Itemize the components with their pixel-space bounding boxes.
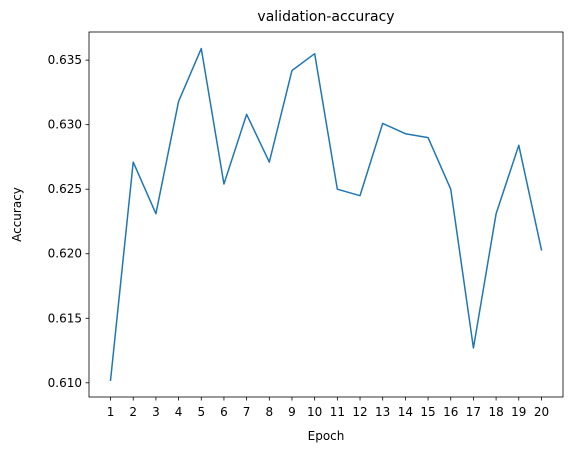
x-tick-label: 2 bbox=[129, 405, 137, 419]
x-tick-label: 16 bbox=[443, 405, 458, 419]
x-tick-label: 4 bbox=[175, 405, 183, 419]
x-tick-label: 5 bbox=[197, 405, 205, 419]
y-tick-label: 0.635 bbox=[48, 53, 82, 67]
y-axis-label: Accuracy bbox=[10, 187, 24, 242]
data-point bbox=[517, 144, 520, 147]
plot-frame bbox=[88, 31, 564, 398]
data-point bbox=[540, 248, 543, 251]
y-tick-label: 0.610 bbox=[48, 376, 82, 390]
x-tick-label: 6 bbox=[220, 405, 228, 419]
data-point bbox=[200, 47, 203, 50]
data-point bbox=[222, 183, 225, 186]
data-points bbox=[109, 47, 543, 382]
x-tick-label: 19 bbox=[511, 405, 526, 419]
y-tick-label: 0.625 bbox=[48, 182, 82, 196]
data-point bbox=[404, 132, 407, 135]
x-tick-label: 13 bbox=[375, 405, 390, 419]
x-tick-label: 12 bbox=[352, 405, 367, 419]
data-point bbox=[449, 188, 452, 191]
data-point bbox=[290, 69, 293, 72]
x-tick-label: 3 bbox=[152, 405, 160, 419]
data-point bbox=[132, 161, 135, 164]
data-point bbox=[336, 188, 339, 191]
data-point bbox=[313, 52, 316, 55]
data-point bbox=[427, 136, 430, 139]
data-point bbox=[154, 212, 157, 215]
x-tick-label: 9 bbox=[288, 405, 296, 419]
series-line bbox=[109, 47, 543, 382]
y-tick-label: 0.620 bbox=[48, 247, 82, 261]
data-point bbox=[381, 122, 384, 125]
x-tick-label: 15 bbox=[420, 405, 435, 419]
data-point bbox=[245, 113, 248, 116]
x-tick-label: 17 bbox=[466, 405, 481, 419]
data-point bbox=[359, 194, 362, 197]
chart-title: validation-accuracy bbox=[257, 9, 394, 25]
x-axis-label: Epoch bbox=[308, 429, 345, 443]
data-point bbox=[495, 212, 498, 215]
data-point bbox=[472, 346, 475, 349]
x-tick-label: 8 bbox=[265, 405, 273, 419]
x-tick-label: 1 bbox=[107, 405, 115, 419]
x-tick-label: 11 bbox=[330, 405, 345, 419]
data-point bbox=[109, 379, 112, 382]
x-tick-label: 14 bbox=[398, 405, 413, 419]
data-point bbox=[268, 161, 271, 164]
x-tick-label: 7 bbox=[243, 405, 251, 419]
x-axis-ticks: 1 2 3 4 5 6 7 8 9 10 11 12 13 14 15 16 17 18 19 20 bbox=[107, 397, 549, 419]
y-tick-label: 0.615 bbox=[48, 311, 82, 325]
y-tick-label: 0.630 bbox=[48, 118, 82, 132]
x-tick-label: 20 bbox=[534, 405, 549, 419]
x-tick-label: 18 bbox=[488, 405, 503, 419]
x-tick-label: 10 bbox=[307, 405, 322, 419]
data-point bbox=[177, 100, 180, 103]
y-axis-ticks: 0.610 0.615 0.620 0.625 0.630 0.635 bbox=[48, 53, 89, 390]
